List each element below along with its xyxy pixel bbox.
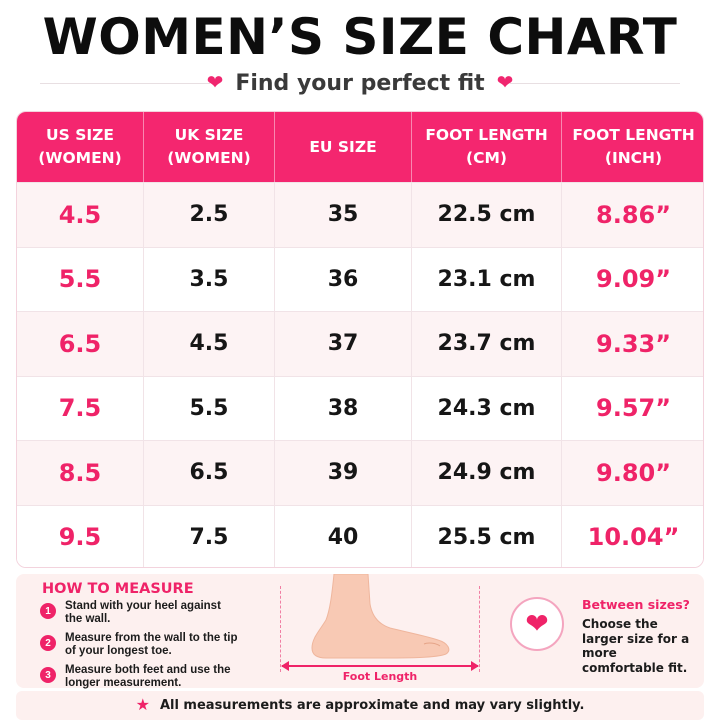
divider-left — [40, 83, 210, 84]
cell-foot-length-inch: 8.86” — [596, 200, 671, 229]
column-header-line1: US SIZE — [46, 126, 114, 144]
step-number-badge: 2 — [40, 635, 56, 651]
cell-eu-size: 37 — [275, 312, 412, 376]
column-header-line2: (WOMEN) — [38, 149, 122, 167]
step-number-badge: 3 — [40, 667, 56, 683]
table-row: 7.5 5.5 38 24.3 cm 9.57” — [17, 375, 703, 440]
cell-eu-size: 39 — [275, 441, 412, 505]
cell-eu-size: 40 — [275, 505, 412, 567]
cell-foot-length-cm: 22.5 cm — [412, 183, 562, 247]
step-number-badge: 1 — [40, 603, 56, 619]
cell-us-size: 5.5 — [17, 247, 144, 311]
between-sizes-text: Choose the larger size for a more comfor… — [582, 617, 690, 675]
arrow-right-icon — [471, 661, 479, 671]
cell-foot-length-inch: 9.33” — [596, 329, 671, 358]
cell-foot-length-inch: 10.04” — [587, 523, 680, 552]
cell-uk-size: 2.5 — [144, 183, 275, 247]
arrow-left-icon — [281, 661, 289, 671]
cell-uk-size: 3.5 — [144, 247, 275, 311]
subtitle-row: ❤ Find your perfect fit ❤ — [0, 68, 720, 98]
column-header-line1: FOOT LENGTH — [572, 126, 695, 144]
size-table: US SIZE (WOMEN) UK SIZE (WOMEN) EU SIZE … — [16, 111, 704, 568]
column-header-us-size: US SIZE (WOMEN) — [17, 112, 144, 182]
cell-foot-length-cm: 23.1 cm — [412, 247, 562, 311]
measure-step: 3 Measure both feet and use the longer m… — [40, 664, 240, 690]
disclaimer-bar: ★ All measurements are approximate and m… — [16, 691, 704, 720]
foot-illustration: Foot Length — [256, 574, 486, 688]
column-header-line1: FOOT LENGTH — [425, 126, 548, 144]
cell-foot-length-cm: 23.7 cm — [412, 312, 562, 376]
cell-eu-size: 35 — [275, 183, 412, 247]
divider-right — [510, 83, 680, 84]
subtitle: Find your perfect fit — [235, 70, 485, 96]
how-to-measure-panel: HOW TO MEASURE 1 Stand with your heel ag… — [16, 574, 704, 690]
foot-icon — [311, 574, 450, 659]
cell-uk-size: 7.5 — [144, 505, 275, 567]
heart-icon: ❤ — [206, 72, 224, 94]
between-sizes-badge: ❤ — [510, 597, 564, 651]
table-row: 8.5 6.5 39 24.9 cm 9.80” — [17, 440, 703, 505]
cell-foot-length-inch: 9.57” — [596, 394, 671, 423]
column-header-foot-length-cm: FOOT LENGTH (CM) — [412, 112, 562, 182]
column-header-line1: EU SIZE — [309, 137, 377, 156]
table-row: 9.5 7.5 40 25.5 cm 10.04” — [17, 504, 703, 567]
table-row: 6.5 4.5 37 23.7 cm 9.33” — [17, 311, 703, 376]
measure-guide-right — [479, 586, 480, 672]
cell-us-size: 9.5 — [17, 505, 144, 567]
step-text: Stand with your heel against the wall. — [65, 600, 221, 625]
cell-uk-size: 6.5 — [144, 441, 275, 505]
cell-us-size: 6.5 — [17, 312, 144, 376]
table-header: US SIZE (WOMEN) UK SIZE (WOMEN) EU SIZE … — [17, 112, 703, 182]
foot-length-arrow — [282, 665, 478, 667]
column-header-line2: (WOMEN) — [167, 149, 251, 167]
cell-foot-length-cm: 25.5 cm — [412, 505, 562, 567]
foot-length-label: Foot Length — [328, 670, 432, 683]
column-header-line2: (CM) — [466, 149, 507, 167]
cell-us-size: 4.5 — [17, 183, 144, 247]
cell-eu-size: 38 — [275, 376, 412, 440]
page-title: WOMEN’S SIZE CHART — [42, 8, 678, 66]
cell-foot-length-inch: 9.09” — [596, 265, 671, 294]
cell-us-size: 8.5 — [17, 441, 144, 505]
cell-us-size: 7.5 — [17, 376, 144, 440]
cell-foot-length-inch: 9.80” — [596, 458, 671, 487]
column-header-foot-length-inch: FOOT LENGTH (INCH) — [562, 112, 703, 182]
measure-step: 1 Stand with your heel against the wall. — [40, 600, 240, 626]
column-header-uk-size: UK SIZE (WOMEN) — [144, 112, 275, 182]
column-header-line2: (INCH) — [604, 149, 663, 167]
measure-guide-left — [280, 586, 281, 672]
table-row: 5.5 3.5 36 23.1 cm 9.09” — [17, 246, 703, 311]
cell-eu-size: 36 — [275, 247, 412, 311]
heart-icon: ❤ — [496, 72, 514, 94]
star-icon: ★ — [135, 696, 150, 714]
cell-uk-size: 5.5 — [144, 376, 275, 440]
how-to-measure-title: HOW TO MEASURE — [42, 581, 194, 597]
heart-icon: ❤ — [525, 608, 549, 639]
step-text: Measure from the wall to the tip of your… — [65, 632, 238, 657]
cell-foot-length-cm: 24.9 cm — [412, 441, 562, 505]
cell-foot-length-cm: 24.3 cm — [412, 376, 562, 440]
table-row: 4.5 2.5 35 22.5 cm 8.86” — [17, 182, 703, 247]
column-header-eu-size: EU SIZE — [275, 112, 412, 182]
column-header-line1: UK SIZE — [174, 126, 244, 144]
step-text: Measure both feet and use the longer mea… — [65, 664, 231, 689]
between-sizes-title: Between sizes? — [582, 597, 690, 612]
cell-uk-size: 4.5 — [144, 312, 275, 376]
measure-step: 2 Measure from the wall to the tip of yo… — [40, 632, 240, 658]
disclaimer-text: All measurements are approximate and may… — [159, 698, 585, 713]
